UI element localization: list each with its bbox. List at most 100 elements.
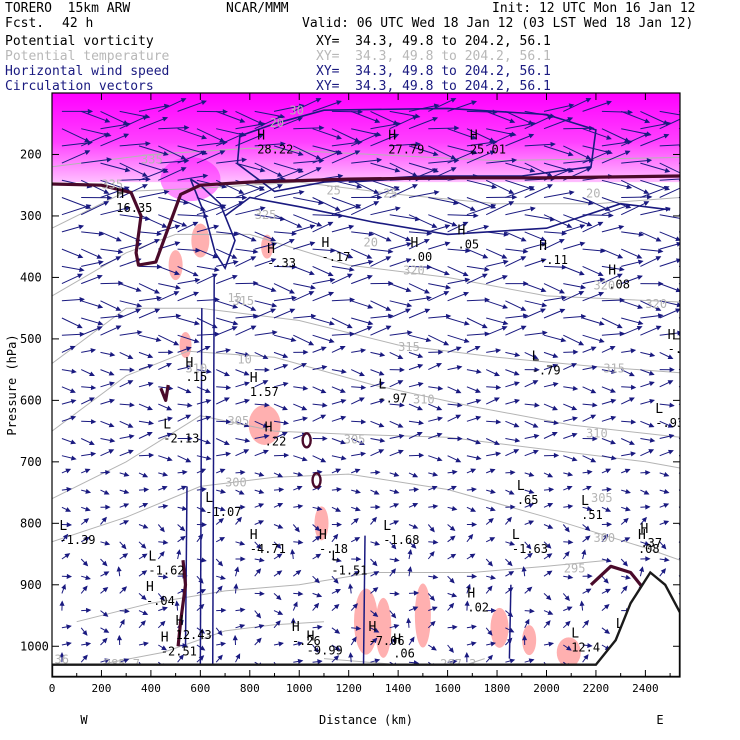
extremum-value: 28.22 [257, 142, 293, 156]
circulation-vector-head [655, 306, 662, 311]
circulation-vector [601, 128, 630, 142]
circulation-vector-head [630, 384, 637, 390]
circulation-vector [254, 214, 285, 220]
circulation-vector-head [648, 370, 655, 376]
circulation-vector-head [412, 115, 419, 121]
circulation-vector-head [432, 471, 439, 477]
circulation-vector-head [605, 468, 612, 474]
circulation-vector-head [103, 628, 110, 633]
circulation-vector-head [689, 383, 693, 386]
circulation-vector-head [297, 539, 304, 545]
circulation-vector-head [431, 606, 438, 612]
circulation-vector-head [513, 370, 520, 376]
circulation-vector-head [551, 432, 558, 437]
circulation-vector-head [122, 553, 129, 559]
circulation-vector [389, 214, 420, 220]
circulation-vector-head [495, 384, 502, 390]
circulation-vector-head [61, 583, 66, 590]
circulation-vector-head [259, 557, 265, 563]
circulation-vector-head [528, 503, 535, 508]
circulation-vector-head [482, 273, 488, 279]
circulation-vector [485, 201, 514, 216]
circulation-vector-head [669, 402, 675, 408]
min-marker: L [581, 494, 589, 509]
circulation-vector-head [489, 537, 496, 542]
circulation-vector-head [103, 189, 110, 194]
circulation-vector-head [354, 150, 361, 156]
circulation-vector-head [185, 457, 192, 463]
circulation-vector-head [578, 340, 585, 346]
circulation-vector-head [302, 416, 309, 422]
circulation-vector-head [292, 601, 298, 608]
circulation-vector-head [532, 380, 539, 385]
circulation-vector-head [297, 168, 303, 174]
circulation-vector-head [135, 287, 142, 292]
circulation-vector-head [508, 189, 515, 194]
vertical-motion-column [362, 535, 366, 665]
circulation-vector-head [116, 634, 123, 641]
circulation-vector [119, 115, 148, 130]
circulation-vector-head [547, 472, 554, 478]
circulation-vector-head [351, 636, 357, 643]
y-tick-label: 1000 [20, 639, 49, 653]
circulation-vector [582, 101, 612, 112]
max-marker: H [668, 328, 676, 343]
circulation-vector-head [220, 575, 226, 580]
circulation-vector-head [546, 172, 553, 177]
circulation-vector-head [688, 364, 692, 367]
circulation-vector-head [85, 641, 92, 647]
circulation-vector-head [70, 399, 77, 404]
circulation-vector [543, 117, 573, 130]
circulation-vector-head [185, 388, 192, 394]
circulation-vector-head [366, 326, 373, 331]
circulation-vector-head [636, 325, 643, 331]
circulation-vector-head [360, 384, 367, 390]
theta-contour [52, 307, 680, 374]
circulation-vector-head [584, 535, 591, 541]
circulation-vector [620, 201, 649, 216]
plot-frame [51, 92, 681, 678]
circulation-vector [80, 133, 109, 147]
circulation-vector [447, 197, 475, 211]
circulation-vector-head [108, 370, 115, 376]
circulation-vector-head [529, 167, 536, 173]
circulation-vector-head [426, 295, 432, 301]
circulation-vector-head [109, 398, 116, 404]
circulation-vector [273, 117, 303, 130]
circulation-vector [447, 214, 478, 217]
circulation-vector-head [194, 277, 201, 283]
circulation-vector-head [432, 117, 439, 122]
circulation-vector-head [289, 308, 296, 314]
circulation-vector-head [79, 297, 85, 303]
circulation-vector [293, 197, 323, 204]
circulation-vector-head [611, 455, 617, 461]
circulation-vector-head [592, 402, 598, 408]
circulation-vector-head [580, 284, 587, 290]
circulation-vector-head [84, 506, 91, 512]
circulation-vector-head [664, 557, 670, 563]
circulation-vector [119, 214, 150, 220]
circulation-vector-head [547, 524, 554, 529]
circulation-vector-head [579, 224, 586, 230]
circulation-vector-head [186, 364, 193, 370]
circulation-vector-head [527, 552, 533, 559]
max-marker: H [250, 528, 258, 543]
circulation-vector [543, 145, 573, 156]
circulation-vector-head [625, 574, 632, 580]
circulation-vector-head [178, 654, 184, 660]
circulation-vector-head [520, 306, 527, 311]
circulation-vector-head [667, 380, 674, 385]
circulation-vector-head [649, 437, 656, 443]
circulation-vector [601, 110, 632, 113]
circulation-vector-head [255, 568, 262, 574]
circulation-vector-head [291, 295, 297, 301]
circulation-vector-head [532, 422, 539, 428]
circulation-vector-head [220, 641, 227, 647]
circulation-vector-head [449, 577, 455, 584]
circulation-vector-head [597, 271, 604, 277]
circulation-vector-head [70, 388, 76, 394]
circulation-vector-head [314, 525, 321, 532]
circulation-vector-head [340, 398, 347, 404]
circulation-vector-head [606, 521, 613, 528]
circulation-vector-head [316, 506, 323, 511]
